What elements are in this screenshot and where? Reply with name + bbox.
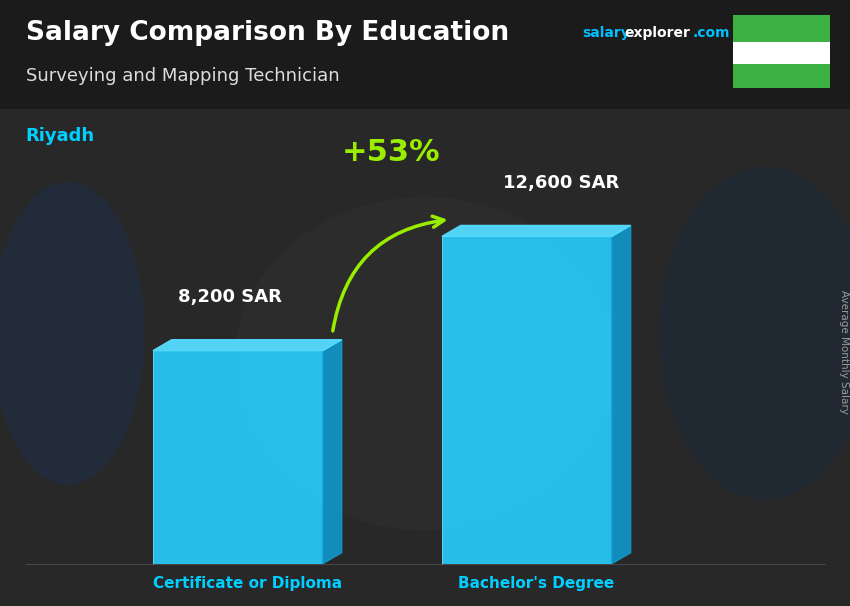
Ellipse shape <box>234 197 616 530</box>
Text: Surveying and Mapping Technician: Surveying and Mapping Technician <box>26 67 339 85</box>
Bar <box>442 236 612 564</box>
Ellipse shape <box>0 182 144 485</box>
Text: explorer: explorer <box>625 26 690 41</box>
Polygon shape <box>612 225 631 564</box>
Text: Bachelor's Degree: Bachelor's Degree <box>458 576 615 591</box>
Polygon shape <box>153 340 342 351</box>
Text: Average Monthly Salary: Average Monthly Salary <box>839 290 849 413</box>
Bar <box>0 0 850 109</box>
Text: 8,200 SAR: 8,200 SAR <box>178 288 281 307</box>
Text: 12,600 SAR: 12,600 SAR <box>503 174 619 192</box>
Text: +53%: +53% <box>342 138 441 167</box>
Bar <box>153 351 323 564</box>
Polygon shape <box>442 225 631 236</box>
Text: .com: .com <box>693 26 730 41</box>
Bar <box>733 42 830 64</box>
Text: Certificate or Diploma: Certificate or Diploma <box>153 576 342 591</box>
Text: salary: salary <box>582 26 630 41</box>
Ellipse shape <box>659 167 850 500</box>
Polygon shape <box>323 340 342 564</box>
Text: Riyadh: Riyadh <box>26 127 94 145</box>
Bar <box>733 15 830 88</box>
Text: Salary Comparison By Education: Salary Comparison By Education <box>26 21 508 46</box>
